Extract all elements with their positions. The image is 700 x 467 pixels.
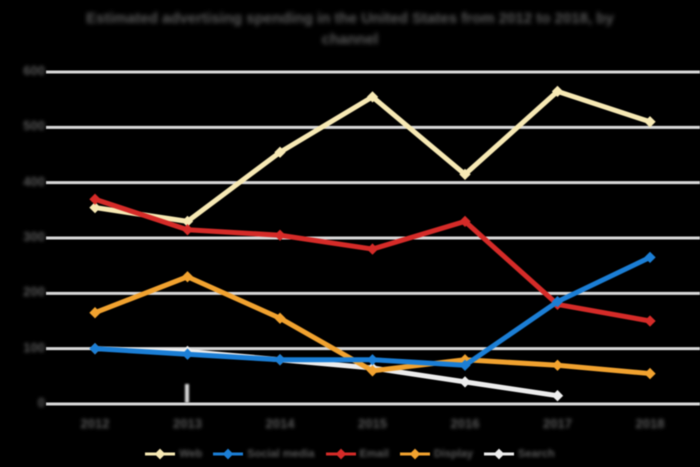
legend-item-label: Search	[518, 448, 555, 460]
data-point-marker	[459, 376, 471, 388]
legend-item-social-media[interactable]: Social media	[213, 447, 315, 461]
y-tick-label: 200	[23, 284, 45, 300]
axis-artifact-mark	[185, 384, 189, 403]
legend-item-search[interactable]: Search	[484, 447, 555, 461]
legend-line-diamond-icon	[213, 448, 244, 460]
legend-item-label: Email	[359, 448, 389, 460]
x-tick-label: 2018	[635, 416, 665, 431]
data-point-marker	[274, 354, 286, 366]
data-point-marker	[181, 348, 194, 360]
legend-line-diamond-icon	[484, 448, 515, 460]
data-point-marker	[644, 367, 656, 380]
legend-item-email[interactable]: Email	[325, 447, 389, 461]
legend-item-label: Web	[179, 448, 203, 460]
series-line-search	[92, 346, 560, 399]
y-tick-label: 300	[23, 228, 45, 244]
legend-line-diamond-icon	[145, 448, 176, 460]
data-point-marker	[366, 365, 379, 377]
x-tick-label: 2012	[80, 416, 110, 431]
data-point-marker	[181, 271, 194, 283]
legend-line-diamond-icon	[399, 448, 430, 460]
x-tick-label: 2015	[358, 416, 387, 431]
y-tick-label: 600	[23, 63, 45, 78]
data-point-marker	[89, 193, 101, 205]
data-point-marker	[459, 168, 471, 181]
legend-item-label: Display	[433, 448, 474, 460]
data-point-marker	[181, 215, 194, 228]
legend-line-diamond-icon	[325, 448, 356, 460]
x-tick-label: 2017	[543, 416, 572, 431]
data-point-marker	[89, 343, 101, 355]
data-point-marker	[551, 390, 564, 402]
legend-item-display[interactable]: Display	[399, 447, 474, 461]
data-point-marker	[181, 224, 194, 236]
x-tick-label: 2013	[173, 416, 202, 431]
legend-item-label: Social media	[247, 448, 315, 460]
data-point-marker	[274, 229, 286, 241]
series-line-web	[92, 88, 653, 224]
y-tick-label: 400	[23, 173, 45, 189]
legend-item-web[interactable]: Web	[145, 447, 202, 461]
x-tick-label: 2016	[450, 416, 480, 431]
chart-title-line2: channel	[321, 31, 379, 48]
data-point-marker	[366, 354, 379, 366]
data-point-marker	[551, 359, 564, 371]
data-point-marker	[459, 359, 471, 371]
chart-legend: Web Social media Email Display Search	[0, 447, 700, 461]
x-tick-label: 2014	[265, 416, 295, 431]
y-tick-label: 0	[37, 394, 45, 410]
data-point-marker	[459, 215, 471, 228]
y-tick-label: 500	[23, 118, 45, 134]
y-tick-label: 100	[23, 339, 45, 355]
chart-title-line1: Estimated advertising spending in the Un…	[86, 10, 614, 27]
chart-title: Estimated advertising spending in the Un…	[0, 8, 700, 50]
data-point-marker	[551, 295, 564, 308]
data-point-marker	[644, 116, 656, 128]
data-point-marker	[274, 146, 286, 158]
data-point-marker	[644, 315, 656, 327]
data-point-marker	[366, 243, 379, 255]
data-point-marker	[274, 312, 286, 324]
data-point-marker	[644, 251, 656, 264]
